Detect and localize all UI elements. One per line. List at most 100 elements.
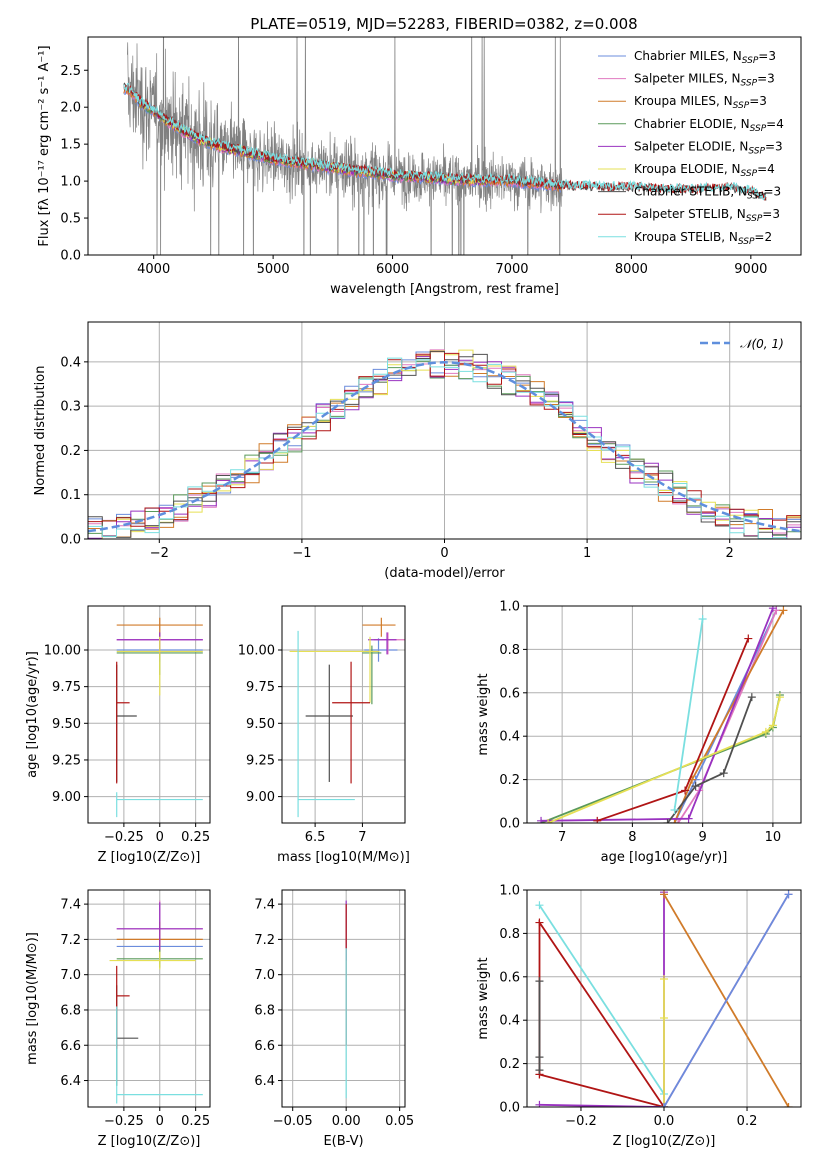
legend-label: Salpeter ELODIE, NSSP=3 xyxy=(634,139,783,156)
y-tick-label: 0.6 xyxy=(499,686,520,701)
x-axis-label: Z [log10(Z/Z⊙)] xyxy=(98,1134,201,1149)
model-spectrum-8 xyxy=(123,82,767,201)
y-tick-label: 9.75 xyxy=(52,680,81,695)
plot-area xyxy=(109,900,203,1104)
axes-frame xyxy=(87,605,211,824)
plot-area xyxy=(537,606,788,823)
weight-marker xyxy=(681,786,690,795)
x-tick-label: 0.2 xyxy=(737,1114,758,1129)
y-tick-label: 9.00 xyxy=(52,790,81,805)
weight-marker xyxy=(768,606,777,613)
x-tick-label: −2 xyxy=(150,546,169,561)
x-tick-label: 0.05 xyxy=(385,1114,414,1129)
y-axis-label: mass weight xyxy=(476,957,491,1039)
weight-marker xyxy=(660,1103,668,1107)
axes-frame xyxy=(526,889,802,1108)
x-axis-label: E(B-V) xyxy=(323,1134,363,1149)
weight-marker xyxy=(744,634,753,643)
axes-frame xyxy=(281,889,406,1108)
y-tick-label: 2.0 xyxy=(60,101,81,116)
y-tick-label: 1.0 xyxy=(60,175,81,190)
y-tick-label: 6.4 xyxy=(60,1074,81,1089)
y-tick-label: 1.5 xyxy=(60,138,81,153)
plot-area xyxy=(116,617,203,818)
y-tick-label: 10.00 xyxy=(44,643,81,658)
y-tick-label: 9.25 xyxy=(246,753,275,768)
weight-marker xyxy=(535,1100,544,1107)
weight-marker xyxy=(663,819,672,823)
plot-weight-vs-Z: −0.2 0.0 0.2 0.0 0.2 0.4 0.6 0.8 1.0 Z [log10(Z/Z… xyxy=(476,884,802,1149)
y-tick-label: 9.50 xyxy=(52,717,81,732)
weight-marker xyxy=(537,816,546,823)
y-tick-label: 7.2 xyxy=(254,933,275,948)
figure-title: PLATE=0519, MJD=52283, FIBERID=0382, z=0… xyxy=(250,15,637,33)
axes-frame xyxy=(87,36,802,256)
x-axis-label: wavelength [Angstrom, rest frame] xyxy=(330,282,559,297)
weight-marker xyxy=(670,805,679,814)
weight-line-8 xyxy=(538,904,665,1095)
y-tick-label: 7.4 xyxy=(60,898,81,913)
y-tick-label: 1.0 xyxy=(499,600,520,615)
weight-line-5 xyxy=(547,696,781,823)
weight-marker xyxy=(593,816,602,823)
weight-marker xyxy=(660,974,668,983)
x-tick-label: 0.25 xyxy=(181,1114,210,1129)
axes-frame xyxy=(281,605,406,824)
weight-marker xyxy=(784,890,793,899)
weight-marker xyxy=(674,819,683,823)
y-tick-label: 0.4 xyxy=(60,355,81,370)
weight-marker xyxy=(544,819,553,823)
weight-marker xyxy=(535,977,544,986)
y-tick-label: 0.4 xyxy=(499,1014,520,1029)
y-axis-label: mass weight xyxy=(476,673,491,755)
y-tick-label: 0.2 xyxy=(499,1057,520,1072)
weight-marker xyxy=(670,819,679,823)
plot-area xyxy=(535,890,793,1107)
plot-mass-vs-Z: −0.25 0 0.25 6.4 6.6 6.8 7.0 7.2 7.4 Z [log10(Z/Z… xyxy=(25,889,211,1149)
y-tick-label: 0.6 xyxy=(499,970,520,985)
x-tick-label: 6.5 xyxy=(305,830,326,845)
plot-residuals: −2 −1 0 1 2 0.0 0.1 0.2 0.3 0.4 (data-model)/error… xyxy=(33,321,802,581)
legend-label: Kroupa ELODIE, NSSP=4 xyxy=(634,162,775,179)
y-tick-label: 0.2 xyxy=(60,444,81,459)
x-axis-label: Z [log10(Z/Z⊙)] xyxy=(613,1134,716,1149)
y-tick-label: 0.8 xyxy=(499,643,520,658)
y-tick-label: 9.50 xyxy=(246,717,275,732)
legend-label: Chabrier ELODIE, NSSP=4 xyxy=(634,117,784,134)
y-tick-label: 0.8 xyxy=(499,927,520,942)
plot-area xyxy=(289,617,405,818)
x-tick-label: 9 xyxy=(699,830,707,845)
legend-label: Kroupa STELIB, NSSP=2 xyxy=(634,230,772,247)
x-tick-label: 4000 xyxy=(137,262,170,277)
x-tick-label: 7000 xyxy=(495,262,528,277)
y-axis-label: mass [log10(M/M⊙)] xyxy=(25,932,40,1065)
y-axis-label: age [log10(age/yr)] xyxy=(25,651,40,778)
plot-area xyxy=(88,349,801,539)
x-tick-label: 0.25 xyxy=(181,830,210,845)
weight-marker xyxy=(761,727,770,736)
weight-marker xyxy=(660,1014,668,1023)
legend-label: 𝒩(0, 1) xyxy=(740,337,784,351)
axes-frame xyxy=(87,321,802,540)
observed-spectrum xyxy=(127,37,563,255)
y-tick-label: 6.4 xyxy=(254,1074,275,1089)
weight-marker xyxy=(535,1066,544,1075)
plot-age-vs-Z: −0.25 0 0.25 9.00 9.25 9.50 9.75 10.00 Z [log10(… xyxy=(25,605,211,865)
y-tick-label: 6.6 xyxy=(254,1039,275,1054)
y-tick-label: 0.4 xyxy=(499,730,520,745)
y-axis-label: Normed distribution xyxy=(33,366,48,496)
x-tick-label: 9000 xyxy=(734,262,767,277)
y-tick-label: 7.0 xyxy=(60,968,81,983)
y-tick-label: 10.00 xyxy=(238,643,275,658)
legend-label: Chabrier MILES, NSSP=3 xyxy=(634,49,776,66)
weight-marker xyxy=(535,1053,544,1062)
x-tick-label: 7 xyxy=(558,830,566,845)
x-tick-label: −0.05 xyxy=(273,1114,313,1129)
weight-marker xyxy=(768,721,777,730)
y-tick-label: 0.0 xyxy=(60,249,81,264)
legend-label: Chabrier STELIB, NSSP=3 xyxy=(634,185,781,202)
y-tick-label: 7.4 xyxy=(254,898,275,913)
weight-marker xyxy=(775,693,784,702)
weight-marker xyxy=(779,606,788,615)
